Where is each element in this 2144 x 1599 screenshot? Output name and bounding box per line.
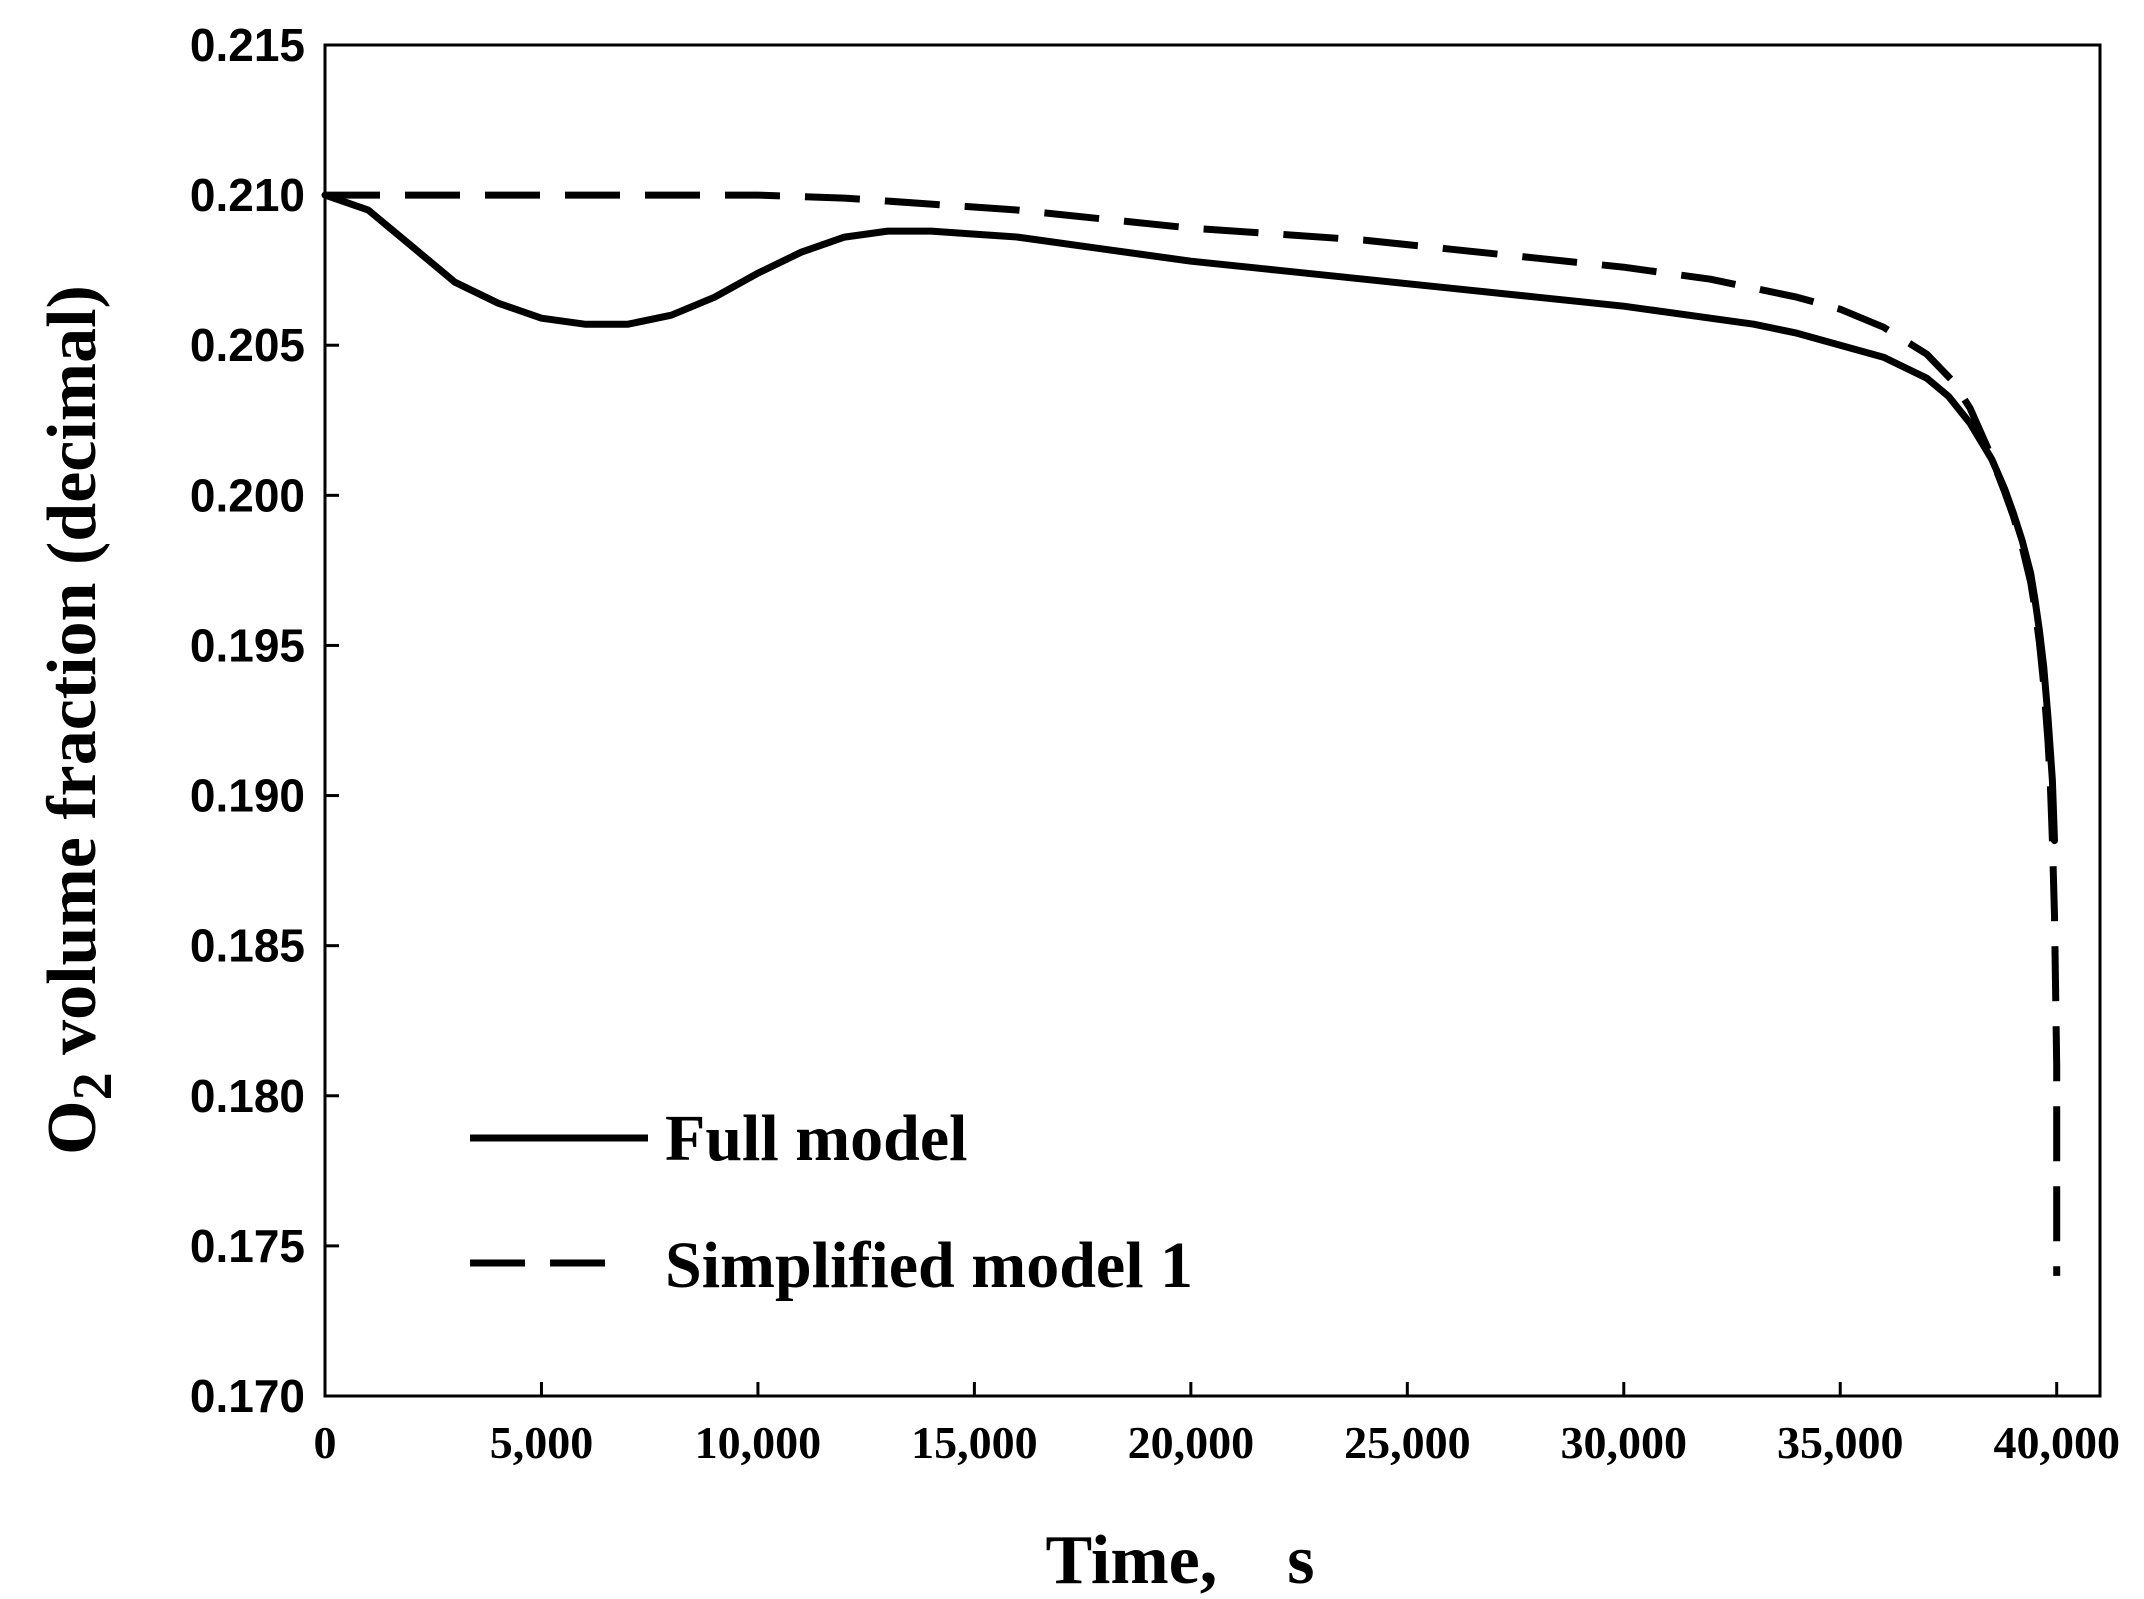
y-tick-label: 0.200 [190,469,305,521]
plot-frame [323,43,2102,1398]
svg-text:O2 volume fraction (decimal): O2 volume fraction (decimal) [34,285,124,1155]
legend-label-full-model: Full model [665,1102,968,1175]
x-axis-ticks: 0 5,000 10,000 15,000 20,000 25,000 30,000 35,0… [314,1382,2120,1468]
y-tick-label: 0.210 [190,169,305,221]
legend-label-simplified-model-1: Simplified model 1 [665,1229,1193,1302]
series-line-simplified-model-1 [325,191,2061,1276]
y-tick-label: 0.215 [190,19,305,71]
x-tick-label: 15,000 [911,1417,1038,1468]
y-axis-title-main: O [34,1100,111,1154]
y-tick-label: 0.205 [190,319,305,371]
y-tick-label: 0.190 [190,770,305,822]
x-tick-label: 20,000 [1128,1417,1255,1468]
series-layer [321,191,2061,1276]
x-tick-label: 30,000 [1561,1417,1688,1468]
y-axis-title-subscript: 2 [62,1072,124,1100]
y-tick-label: 0.195 [190,619,305,671]
x-tick-label: 25,000 [1344,1417,1471,1468]
x-tick-label: 40,000 [1993,1417,2120,1468]
y-tick-label: 0.185 [190,920,305,972]
y-axis-title: O2 volume fraction (decimal) [34,285,124,1155]
x-tick-label: 10,000 [695,1417,822,1468]
x-tick-label: 5,000 [490,1417,594,1468]
y-tick-label: 0.180 [190,1070,305,1122]
series-line-full-model [321,191,2058,845]
x-axis-title: Time, s [1046,1522,1315,1599]
y-axis-title-rest: volume fraction (decimal) [34,285,111,1072]
y-axis-ticks: 0.170 0.175 0.180 0.185 0.190 0.195 0.200 0.205… [190,19,339,1422]
x-tick-label: 35,000 [1777,1417,1904,1468]
legend: Full model Simplified model 1 [470,1102,1193,1302]
y-tick-label: 0.175 [190,1220,305,1272]
y-tick-label: 0.170 [190,1370,305,1422]
x-tick-label: 0 [314,1417,337,1468]
